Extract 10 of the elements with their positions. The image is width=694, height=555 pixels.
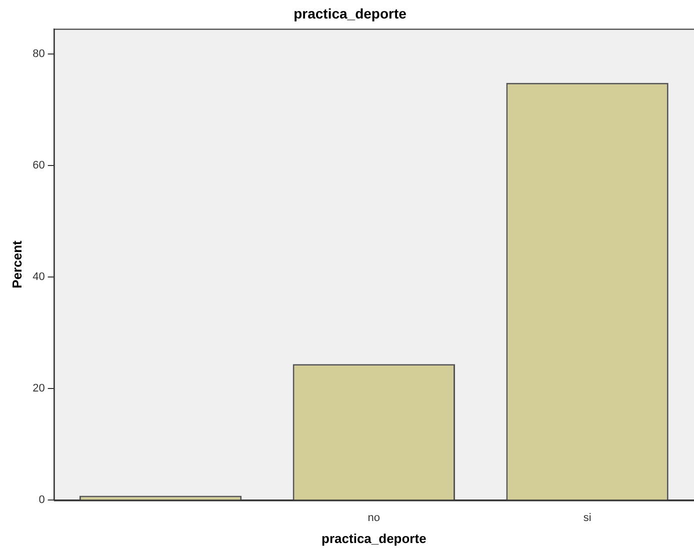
x-tick-label: no: [368, 512, 380, 524]
y-tick-label: 20: [32, 382, 45, 395]
y-tick-label: 60: [32, 160, 45, 172]
y-tick-label: 40: [32, 271, 45, 284]
y-tick-label: 80: [32, 48, 45, 60]
y-axis-title: Percent: [9, 240, 24, 288]
x-tick-label: si: [583, 512, 592, 524]
chart-title: practica_deporte: [294, 5, 407, 22]
x-axis-title: practica_deporte: [322, 530, 426, 546]
y-tick-label: 0: [38, 494, 45, 506]
